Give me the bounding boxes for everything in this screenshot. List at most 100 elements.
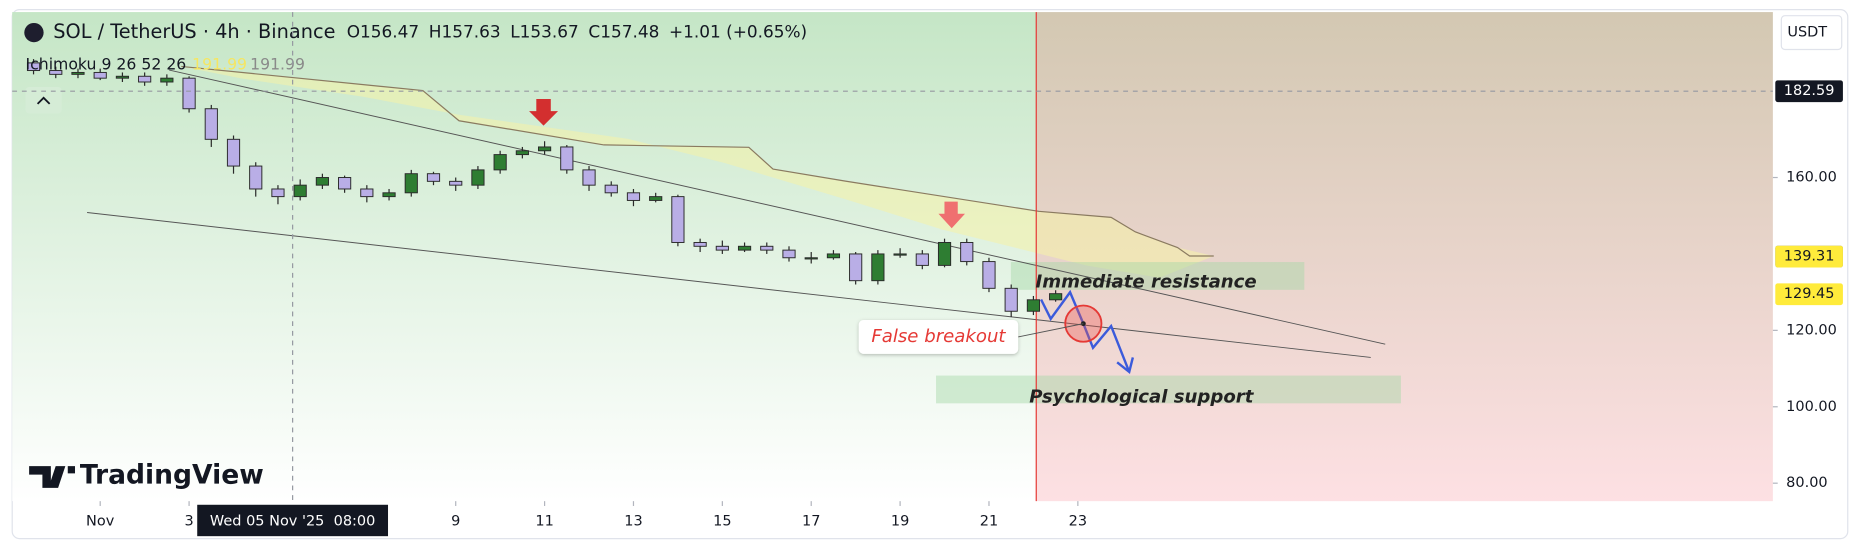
candle-body	[982, 261, 996, 289]
candle-body	[915, 253, 929, 266]
candle-body	[804, 257, 818, 260]
support-zone	[936, 375, 1401, 404]
candle-body	[93, 71, 107, 79]
callout-box	[858, 320, 1019, 354]
candle-body	[937, 241, 952, 266]
candle-body	[471, 169, 485, 186]
candle-body	[226, 138, 241, 167]
candle-body	[204, 108, 218, 140]
symbol-icon	[24, 22, 44, 43]
y-tick-label: 120.00	[1786, 322, 1837, 338]
price-tag-label: 182.59	[1784, 83, 1835, 99]
price-tag	[1775, 283, 1843, 306]
candle-body	[871, 253, 885, 282]
candle-body	[338, 177, 352, 190]
ichimoku-span	[181, 65, 1214, 257]
chart-title: SOL / TetherUS · 4h · Binance	[53, 20, 335, 43]
candle-body	[737, 245, 752, 251]
price-tag-label: 139.31	[1784, 249, 1835, 265]
candle-body	[626, 192, 641, 201]
price-tag	[1775, 245, 1843, 268]
collapse-button[interactable]	[25, 86, 62, 114]
projection-arrowhead	[1116, 357, 1135, 375]
currency: USDT	[1787, 25, 1827, 41]
ohlc-value: +1.01 (+0.65%)	[669, 22, 807, 42]
annotation: Immediate resistance	[1036, 272, 1257, 293]
y-tick-label: 80.00	[1786, 475, 1827, 491]
trend-line-upper	[169, 69, 1386, 345]
candle-body	[515, 150, 529, 156]
candle-body	[249, 165, 263, 190]
candle-body	[560, 146, 574, 171]
candle-body	[1004, 287, 1018, 312]
annotation: Psychological support	[1029, 386, 1255, 407]
candle-body	[138, 75, 152, 83]
x-tick-label: 17	[802, 514, 820, 530]
candle-body	[449, 180, 463, 186]
ichimoku-cloud	[181, 66, 1214, 278]
candle-body	[960, 241, 974, 263]
trend-line-lower	[87, 212, 1371, 358]
candle-body	[382, 192, 396, 198]
x-tick-label: 15	[713, 514, 731, 530]
x-tick-label: 9	[451, 514, 460, 530]
candle-body	[893, 253, 907, 256]
crosshair-x-tag	[197, 504, 389, 537]
x-tick-label: 23	[1069, 514, 1087, 530]
candle-body	[160, 77, 174, 83]
candle-body	[649, 196, 663, 201]
candle-body	[271, 188, 285, 198]
x-tick-label: 13	[624, 514, 642, 530]
ohlc-value: L153.67	[510, 22, 579, 42]
ohlc-value: H157.63	[429, 22, 501, 42]
x-tick-label: 11	[535, 514, 553, 530]
candle-body	[849, 253, 863, 282]
x-tick-label: Nov	[86, 514, 115, 530]
callout-line	[1018, 323, 1084, 338]
candle-body	[360, 188, 374, 198]
resistance-zone	[1010, 262, 1305, 290]
branding: TradingView	[80, 459, 264, 490]
candle-body	[315, 177, 329, 186]
price-tag	[1775, 80, 1843, 103]
candle-body	[826, 253, 841, 259]
ohlc-value: C157.48	[588, 22, 659, 42]
candle-body	[1049, 293, 1063, 301]
candle-body	[537, 146, 552, 152]
candle-body	[71, 71, 85, 75]
candle-body	[693, 241, 707, 247]
candle-body	[1026, 299, 1041, 312]
candle-body	[671, 196, 685, 243]
y-tick-label: 100.00	[1786, 399, 1837, 415]
candle-body	[26, 62, 41, 72]
annotation: False breakout	[871, 326, 1006, 347]
ohlc-value: O156.47	[347, 22, 419, 42]
arrow-down	[529, 99, 559, 126]
candle-body	[582, 169, 596, 186]
currency-button[interactable]	[1780, 15, 1843, 51]
candle-body	[49, 70, 63, 75]
x-tick-label: 19	[891, 514, 909, 530]
candle-body	[604, 184, 618, 194]
arrow-down	[938, 201, 966, 229]
candle-body	[493, 154, 507, 171]
price-tag-label: 129.45	[1784, 286, 1835, 302]
candle-body	[782, 249, 796, 259]
x-tick-label: 21	[980, 514, 998, 530]
candle-body	[404, 173, 418, 194]
ohlc-header: O156.47 H157.63 L153.67 C157.48 +1.01 (+0.65…	[347, 22, 807, 42]
y-tick-label: 160.00	[1786, 170, 1837, 186]
indicator-value: 191.99	[250, 55, 305, 74]
indicator-value: 191.99	[192, 55, 247, 74]
candle-body	[115, 75, 130, 79]
candle-body	[182, 77, 196, 110]
candle-body	[293, 184, 307, 198]
axes: 160.00 120.00 100.00 80.00 Nov 3 9 11 13 15 17 19 21…	[12, 12, 1843, 537]
indicator-label: Ichimoku 9 26 52 26	[25, 55, 186, 74]
candles	[26, 59, 1063, 317]
crosshair-x-label: Wed 05 Nov '25 08:00	[210, 514, 375, 530]
collapse-icon	[36, 96, 51, 105]
x-tick-label: 3	[184, 514, 193, 530]
